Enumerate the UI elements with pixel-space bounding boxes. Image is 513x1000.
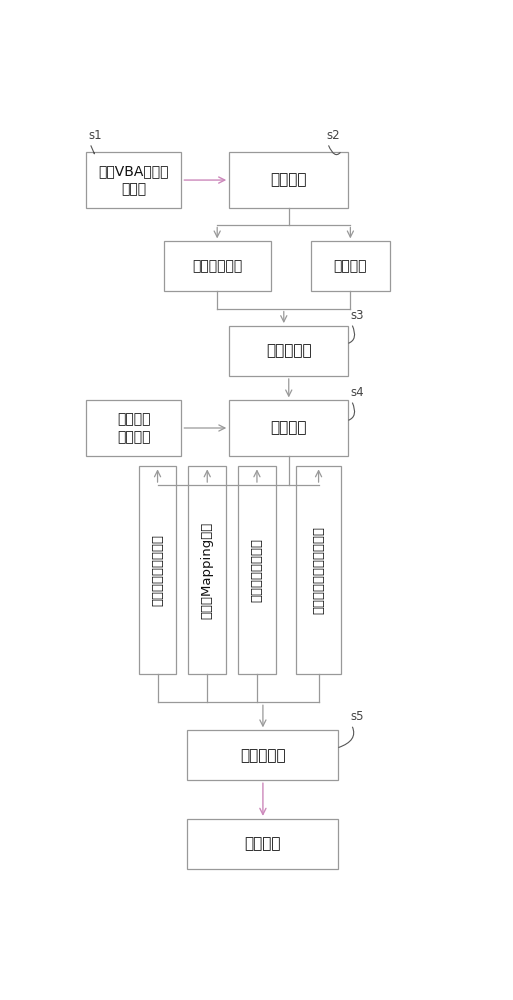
Text: 平均参数－时间图像: 平均参数－时间图像: [151, 534, 164, 606]
FancyBboxPatch shape: [238, 466, 276, 674]
FancyBboxPatch shape: [187, 730, 339, 780]
Text: 分区列Mapping图像: 分区列Mapping图像: [201, 522, 214, 619]
Text: 任意分区参数－时间图像: 任意分区参数－时间图像: [312, 526, 325, 614]
FancyBboxPatch shape: [310, 241, 390, 291]
Text: 绘制图像: 绘制图像: [270, 420, 307, 436]
Text: 绘图完毕: 绘图完毕: [245, 836, 281, 851]
FancyBboxPatch shape: [86, 400, 182, 456]
Text: s5: s5: [350, 710, 364, 723]
FancyBboxPatch shape: [295, 466, 342, 674]
Text: s2: s2: [326, 129, 340, 142]
FancyBboxPatch shape: [188, 466, 226, 674]
Text: 分区数据: 分区数据: [333, 259, 367, 273]
Text: s1: s1: [89, 129, 103, 142]
FancyBboxPatch shape: [187, 819, 339, 869]
Text: 设置图像
起止时间: 设置图像 起止时间: [117, 412, 150, 444]
FancyBboxPatch shape: [164, 241, 271, 291]
Text: 工况循环选点图像: 工况循环选点图像: [250, 538, 264, 602]
Text: 创建VBA数据处
理模块: 创建VBA数据处 理模块: [98, 164, 169, 196]
Text: 数据导入: 数据导入: [270, 173, 307, 188]
Text: s4: s4: [350, 386, 364, 399]
Text: 图像格式化: 图像格式化: [240, 748, 286, 763]
FancyBboxPatch shape: [139, 466, 176, 674]
FancyBboxPatch shape: [86, 152, 182, 208]
FancyBboxPatch shape: [229, 152, 348, 208]
FancyBboxPatch shape: [229, 326, 348, 376]
Text: s3: s3: [350, 309, 364, 322]
FancyBboxPatch shape: [229, 400, 348, 456]
Text: 数据格式化: 数据格式化: [266, 344, 311, 359]
Text: 测试平台数据: 测试平台数据: [192, 259, 242, 273]
